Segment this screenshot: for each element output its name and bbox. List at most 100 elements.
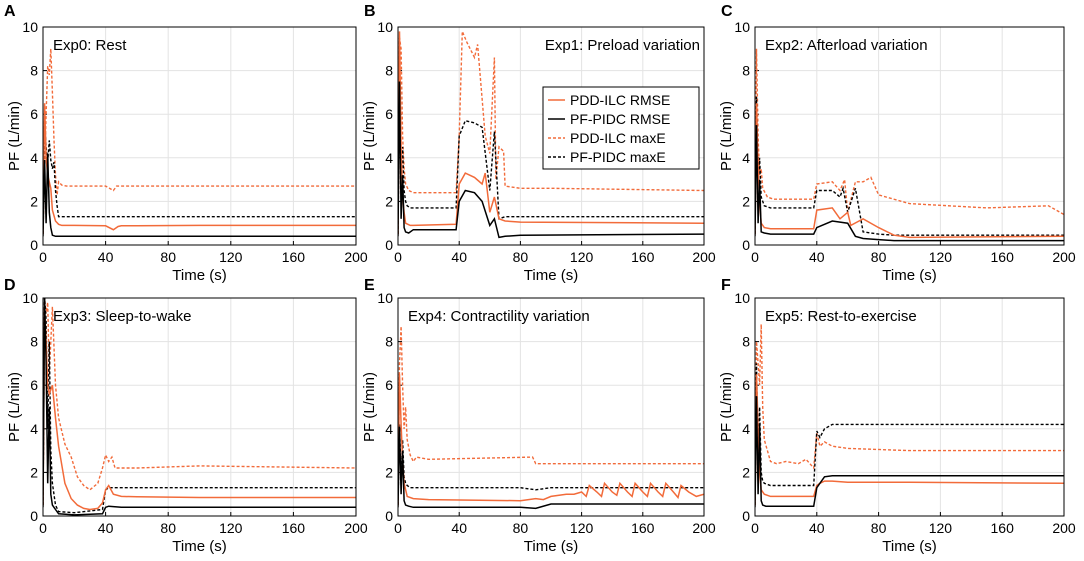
- y-tick-label: 0: [30, 237, 38, 253]
- x-tick-label: 80: [160, 249, 176, 265]
- y-tick-label: 2: [385, 464, 393, 480]
- x-tick-label: 40: [98, 249, 114, 265]
- panel-d: 0 40 80 120 160 200 0 2 4 6 8 10 Time (s) PF (L/min) D…: [4, 277, 368, 555]
- x-tick-label: 0: [394, 520, 402, 536]
- plot-area: [755, 298, 1064, 516]
- x-tick-label: 0: [751, 520, 759, 536]
- y-tick-label: 2: [385, 193, 393, 209]
- panel-letter: F: [721, 277, 731, 294]
- y-axis-label: PF (L/min): [6, 101, 23, 171]
- x-tick-label: 80: [513, 520, 529, 536]
- x-tick-label: 40: [809, 520, 825, 536]
- y-tick-label: 8: [742, 334, 750, 350]
- series-pdd-ilc-maxe: [398, 326, 704, 506]
- x-tick-label: 120: [929, 249, 953, 265]
- y-tick-label: 6: [742, 106, 750, 122]
- y-tick-label: 2: [742, 464, 750, 480]
- panel-letter: D: [4, 277, 16, 294]
- x-tick-label: 80: [160, 520, 176, 536]
- y-tick-label: 10: [377, 19, 393, 35]
- x-tick-label: 0: [39, 249, 47, 265]
- axes-frame: [42, 26, 357, 246]
- x-tick-label: 160: [991, 249, 1015, 265]
- y-tick-label: 6: [385, 377, 393, 393]
- series-pf-pidc-rmse: [755, 396, 1064, 508]
- x-tick-label: 40: [809, 249, 825, 265]
- x-tick-label: 200: [692, 520, 716, 536]
- y-tick-label: 4: [385, 150, 393, 166]
- y-tick-label: 6: [742, 377, 750, 393]
- axes-frame: [754, 297, 1065, 517]
- axes-frame: [397, 26, 705, 246]
- x-tick-label: 80: [871, 520, 887, 536]
- y-tick-label: 6: [30, 106, 38, 122]
- x-tick-label: 0: [39, 520, 47, 536]
- x-tick-label: 160: [282, 249, 306, 265]
- plot-area: [43, 27, 356, 245]
- y-tick-label: 10: [734, 290, 750, 306]
- series-pdd-ilc-rmse: [43, 308, 356, 511]
- x-axis-label: Time (s): [172, 267, 226, 284]
- panel-letter: B: [364, 3, 376, 20]
- y-tick-label: 2: [30, 193, 38, 209]
- axes-frame: [42, 297, 357, 517]
- x-tick-label: 40: [451, 520, 467, 536]
- x-tick-label: 120: [929, 520, 953, 536]
- series-pf-pidc-rmse: [43, 298, 356, 516]
- series-pdd-ilc-maxe: [398, 31, 704, 235]
- y-tick-label: 0: [742, 508, 750, 524]
- legend-label: PF-PIDC RMSE: [570, 111, 670, 127]
- y-axis-label: PF (L/min): [718, 372, 735, 442]
- series-pf-pidc-rmse: [398, 81, 704, 239]
- axes-frame: [397, 297, 705, 517]
- y-axis-label: PF (L/min): [361, 372, 378, 442]
- legend: PDD-ILC RMSE PF-PIDC RMSE PDD-ILC maxE PF-P…: [542, 86, 700, 170]
- x-tick-label: 40: [98, 520, 114, 536]
- panel-title: Exp5: Rest-to-exercise: [765, 308, 917, 325]
- x-axis-label: Time (s): [172, 538, 226, 555]
- y-axis-label: PF (L/min): [6, 372, 23, 442]
- y-axis-label: PF (L/min): [361, 101, 378, 171]
- legend-label: PDD-ILC maxE: [570, 130, 666, 146]
- panel-title: Exp3: Sleep-to-wake: [53, 308, 191, 325]
- y-tick-label: 4: [30, 421, 38, 437]
- panel-letter: A: [4, 3, 16, 20]
- panel-title: Exp4: Contractility variation: [408, 308, 590, 325]
- x-tick-label: 160: [282, 520, 306, 536]
- y-tick-label: 8: [30, 334, 38, 350]
- x-axis-label: Time (s): [524, 267, 578, 284]
- series-pdd-ilc-rmse: [398, 374, 704, 506]
- x-tick-label: 0: [394, 249, 402, 265]
- x-tick-label: 40: [451, 249, 467, 265]
- panel-title: Exp0: Rest: [53, 37, 127, 54]
- x-tick-label: 160: [631, 249, 655, 265]
- x-axis-label: Time (s): [882, 267, 936, 284]
- y-tick-label: 2: [742, 193, 750, 209]
- x-tick-label: 200: [344, 249, 368, 265]
- y-tick-label: 8: [30, 63, 38, 79]
- panel-a: 0 40 80 120 160 200 0 2 4 6 8 10 Time (s) PF (L/min) A…: [4, 3, 368, 284]
- series-pf-pidc-maxe: [755, 96, 1064, 236]
- series-pdd-ilc-maxe: [755, 324, 1064, 506]
- x-axis-label: Time (s): [882, 538, 936, 555]
- panel-c: 0 40 80 120 160 200 0 2 4 6 8 10 Time (s) PF (L/min) C…: [718, 3, 1076, 284]
- y-tick-label: 8: [385, 63, 393, 79]
- y-tick-label: 0: [742, 237, 750, 253]
- y-tick-label: 10: [22, 19, 38, 35]
- x-tick-label: 80: [871, 249, 887, 265]
- y-tick-label: 6: [30, 377, 38, 393]
- y-tick-label: 4: [385, 421, 393, 437]
- legend-label: PF-PIDC maxE: [570, 149, 666, 165]
- x-tick-label: 160: [631, 520, 655, 536]
- legend-box: [542, 86, 700, 170]
- x-tick-label: 200: [1052, 520, 1076, 536]
- x-tick-label: 0: [751, 249, 759, 265]
- x-tick-label: 200: [1052, 249, 1076, 265]
- y-tick-label: 4: [742, 421, 750, 437]
- legend-label: PDD-ILC RMSE: [570, 92, 670, 108]
- x-axis-label: Time (s): [524, 538, 578, 555]
- panel-letter: C: [721, 3, 733, 20]
- y-tick-label: 0: [385, 237, 393, 253]
- y-tick-label: 10: [377, 290, 393, 306]
